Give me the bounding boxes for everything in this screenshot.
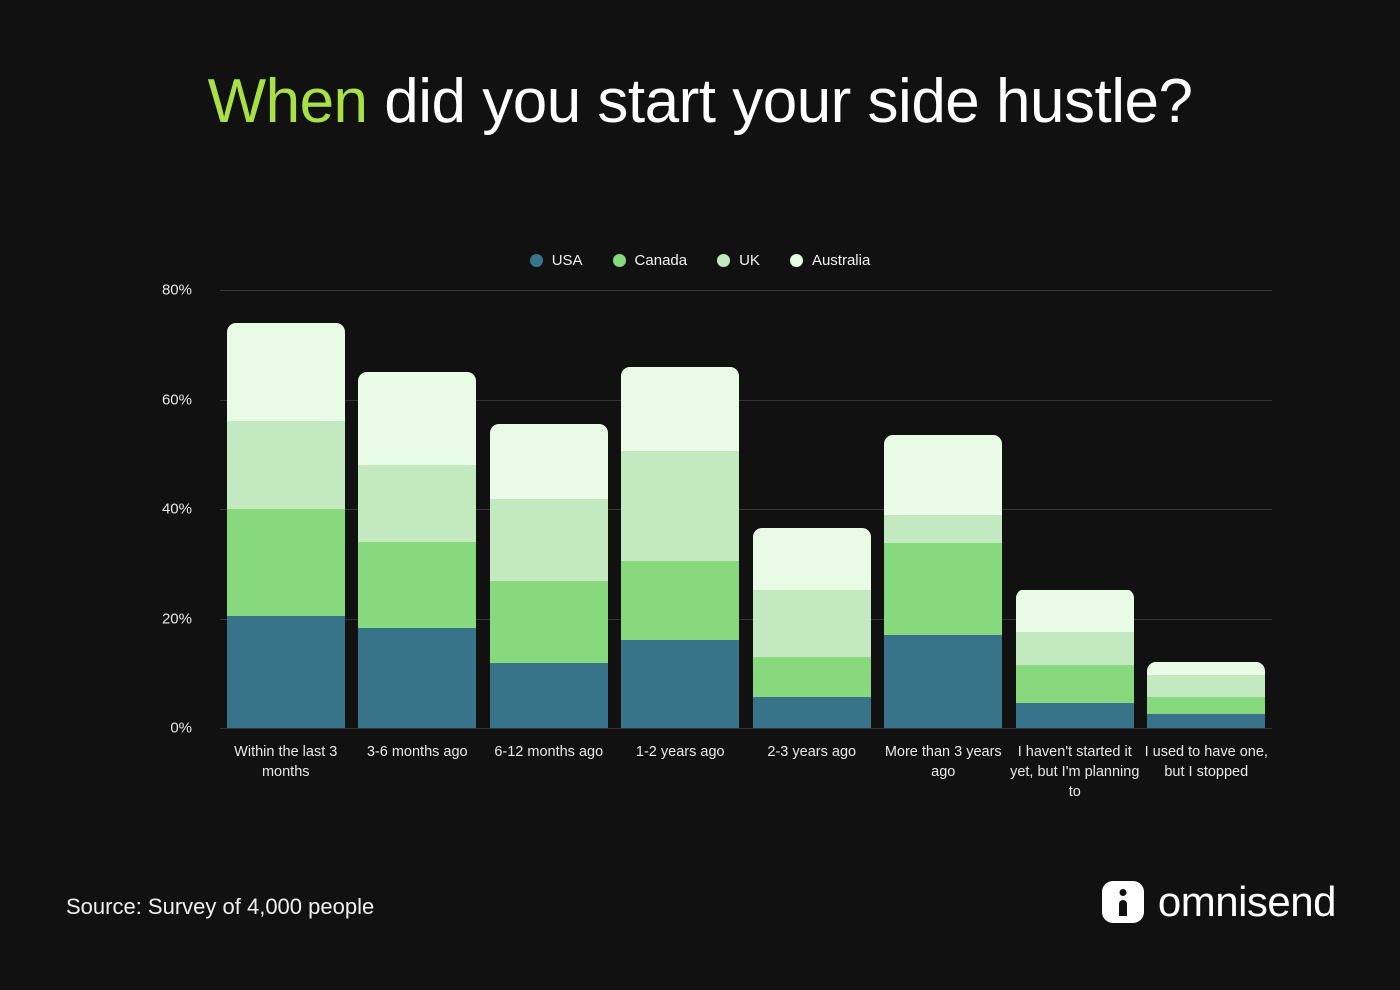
bar-segment-usa[interactable]: [884, 635, 1003, 728]
bar-segment-canada[interactable]: [358, 541, 477, 628]
x-axis-label: 3-6 months ago: [366, 744, 468, 760]
bar-segment-usa[interactable]: [1147, 713, 1266, 728]
gridline: [220, 290, 1272, 291]
source-note: Source: Survey of 4,000 people: [66, 894, 375, 919]
bar-segment-usa[interactable]: [358, 627, 477, 728]
bar-segment-usa[interactable]: [226, 615, 345, 728]
y-axis-tick-label: 20%: [161, 610, 192, 627]
gridline: [220, 399, 1272, 401]
bar-segment-australia[interactable]: [1015, 589, 1134, 632]
y-axis-tick-label: 60%: [161, 391, 192, 408]
omnisend-logo: omnisend: [1101, 878, 1337, 925]
legend-swatch-icon: [612, 254, 626, 267]
bar-series-container: [220, 290, 1272, 728]
bar-segment-uk[interactable]: [226, 421, 345, 510]
legend-item-australia[interactable]: Australia: [789, 252, 871, 269]
x-axis-label: 6-12 months ago: [494, 744, 604, 760]
legend-label: UK: [739, 252, 760, 269]
bar-group[interactable]: [358, 372, 477, 728]
bar-segment-australia[interactable]: [752, 528, 871, 590]
title-highlight: When: [207, 67, 368, 136]
bar-segment-canada[interactable]: [752, 656, 871, 697]
bar-segment-usa[interactable]: [1015, 702, 1134, 728]
gridline: [220, 509, 1272, 510]
bar-group[interactable]: [884, 434, 1003, 728]
bar-segment-canada[interactable]: [884, 542, 1003, 636]
bar-segment-canada[interactable]: [621, 561, 740, 641]
y-axis-tick-label: 40%: [161, 500, 192, 518]
bar-segment-canada[interactable]: [1147, 696, 1266, 714]
bar-segment-canada[interactable]: [489, 581, 608, 664]
omnisend-mark-icon: [1101, 881, 1144, 923]
legend-label: Australia: [811, 252, 871, 269]
legend-swatch-icon: [789, 254, 803, 267]
bar-segment-uk[interactable]: [1015, 631, 1134, 665]
bar-group[interactable]: [1015, 589, 1134, 728]
bar-segment-uk[interactable]: [1147, 675, 1266, 697]
legend-swatch-icon: [717, 254, 731, 267]
bar-segment-uk[interactable]: [489, 499, 608, 582]
bar-segment-usa[interactable]: [489, 663, 608, 728]
bar-segment-usa[interactable]: [621, 640, 740, 728]
bar-segment-uk[interactable]: [884, 515, 1003, 543]
bar-segment-australia[interactable]: [621, 366, 740, 451]
bar-segment-uk[interactable]: [621, 451, 740, 562]
bar-group[interactable]: [1147, 661, 1266, 728]
chart-legend: USA Canada UK Australia: [0, 252, 1400, 269]
x-axis-labels: Within the last 3 months 3-6 months ago 6-…: [220, 742, 1272, 812]
bar-segment-australia[interactable]: [358, 372, 477, 466]
legend-label: USA: [551, 252, 583, 269]
bar-segment-canada[interactable]: [226, 509, 345, 616]
legend-label: Canada: [634, 252, 688, 269]
x-axis-label: I haven't started it yet, but I'm planni…: [1010, 744, 1140, 800]
bar-segment-australia[interactable]: [1147, 661, 1266, 676]
bar-group[interactable]: [226, 322, 345, 728]
legend-swatch-icon: [529, 254, 543, 267]
legend-item-canada[interactable]: Canada: [612, 252, 688, 269]
y-axis-tick-label: 0%: [170, 719, 192, 737]
page-title: When did you start your side hustle?: [0, 66, 1400, 137]
gridline: [220, 728, 1272, 729]
bar-segment-australia[interactable]: [226, 322, 345, 422]
x-axis-label: 2-3 years ago: [767, 744, 857, 760]
gridline: [220, 618, 1272, 620]
bar-segment-australia[interactable]: [884, 434, 1003, 516]
bar-group[interactable]: [621, 366, 740, 728]
bar-segment-canada[interactable]: [1015, 664, 1134, 703]
bar-segment-uk[interactable]: [358, 465, 477, 542]
x-axis-label: I used to have one, but I stopped: [1144, 744, 1268, 780]
x-axis-label: 1-2 years ago: [635, 744, 725, 760]
legend-item-uk[interactable]: UK: [717, 252, 760, 269]
y-axis-tick-label: 80%: [161, 281, 192, 299]
bar-segment-uk[interactable]: [752, 589, 871, 657]
bar-segment-usa[interactable]: [752, 696, 871, 728]
title-rest: did you start your side hustle?: [367, 67, 1193, 136]
bar-segment-australia[interactable]: [489, 424, 608, 500]
bar-group[interactable]: [752, 528, 871, 728]
x-axis-label: Within the last 3 months: [234, 744, 338, 780]
x-axis-label: More than 3 years ago: [884, 744, 1002, 780]
plot-area: 0% 20% 40% 60% 80%: [162, 282, 1272, 737]
bar-group[interactable]: [489, 424, 608, 728]
brand-wordmark: omnisend: [1157, 878, 1337, 925]
legend-item-usa[interactable]: USA: [529, 252, 583, 269]
